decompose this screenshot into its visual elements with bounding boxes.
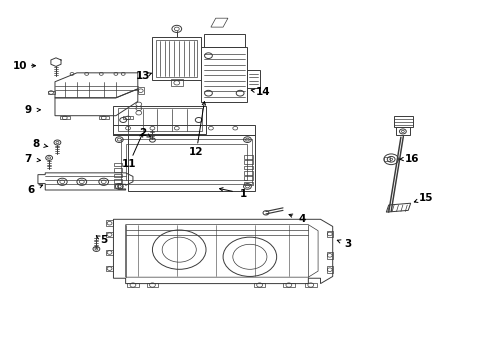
Bar: [115, 163, 122, 166]
Bar: [396, 127, 410, 135]
Text: 4: 4: [299, 214, 306, 224]
Bar: [203, 34, 245, 47]
Text: 7: 7: [24, 154, 32, 164]
Bar: [244, 155, 253, 158]
Text: 8: 8: [33, 139, 40, 149]
Bar: [171, 79, 183, 86]
Bar: [384, 157, 390, 161]
Bar: [114, 106, 206, 134]
Bar: [121, 139, 252, 184]
Bar: [156, 40, 197, 77]
Text: 12: 12: [189, 147, 203, 157]
Bar: [244, 166, 253, 169]
Bar: [115, 168, 122, 172]
Bar: [115, 174, 122, 177]
Text: 6: 6: [27, 185, 34, 195]
Text: 5: 5: [100, 235, 107, 245]
Bar: [125, 144, 247, 180]
Bar: [118, 108, 202, 131]
Bar: [244, 182, 253, 185]
Text: 2: 2: [139, 128, 147, 138]
Text: 11: 11: [122, 159, 136, 169]
Text: 10: 10: [13, 61, 27, 71]
Text: 13: 13: [135, 71, 150, 81]
Text: 9: 9: [24, 105, 32, 115]
Bar: [244, 160, 253, 164]
Text: 1: 1: [240, 189, 247, 199]
Bar: [244, 176, 253, 180]
Bar: [247, 70, 260, 88]
Bar: [115, 184, 122, 188]
Bar: [394, 116, 413, 127]
Bar: [244, 171, 253, 175]
Bar: [115, 179, 122, 183]
Bar: [152, 37, 201, 80]
Text: 14: 14: [256, 87, 271, 98]
Text: 3: 3: [344, 239, 352, 249]
Text: 16: 16: [405, 154, 419, 163]
Text: 15: 15: [419, 193, 434, 203]
